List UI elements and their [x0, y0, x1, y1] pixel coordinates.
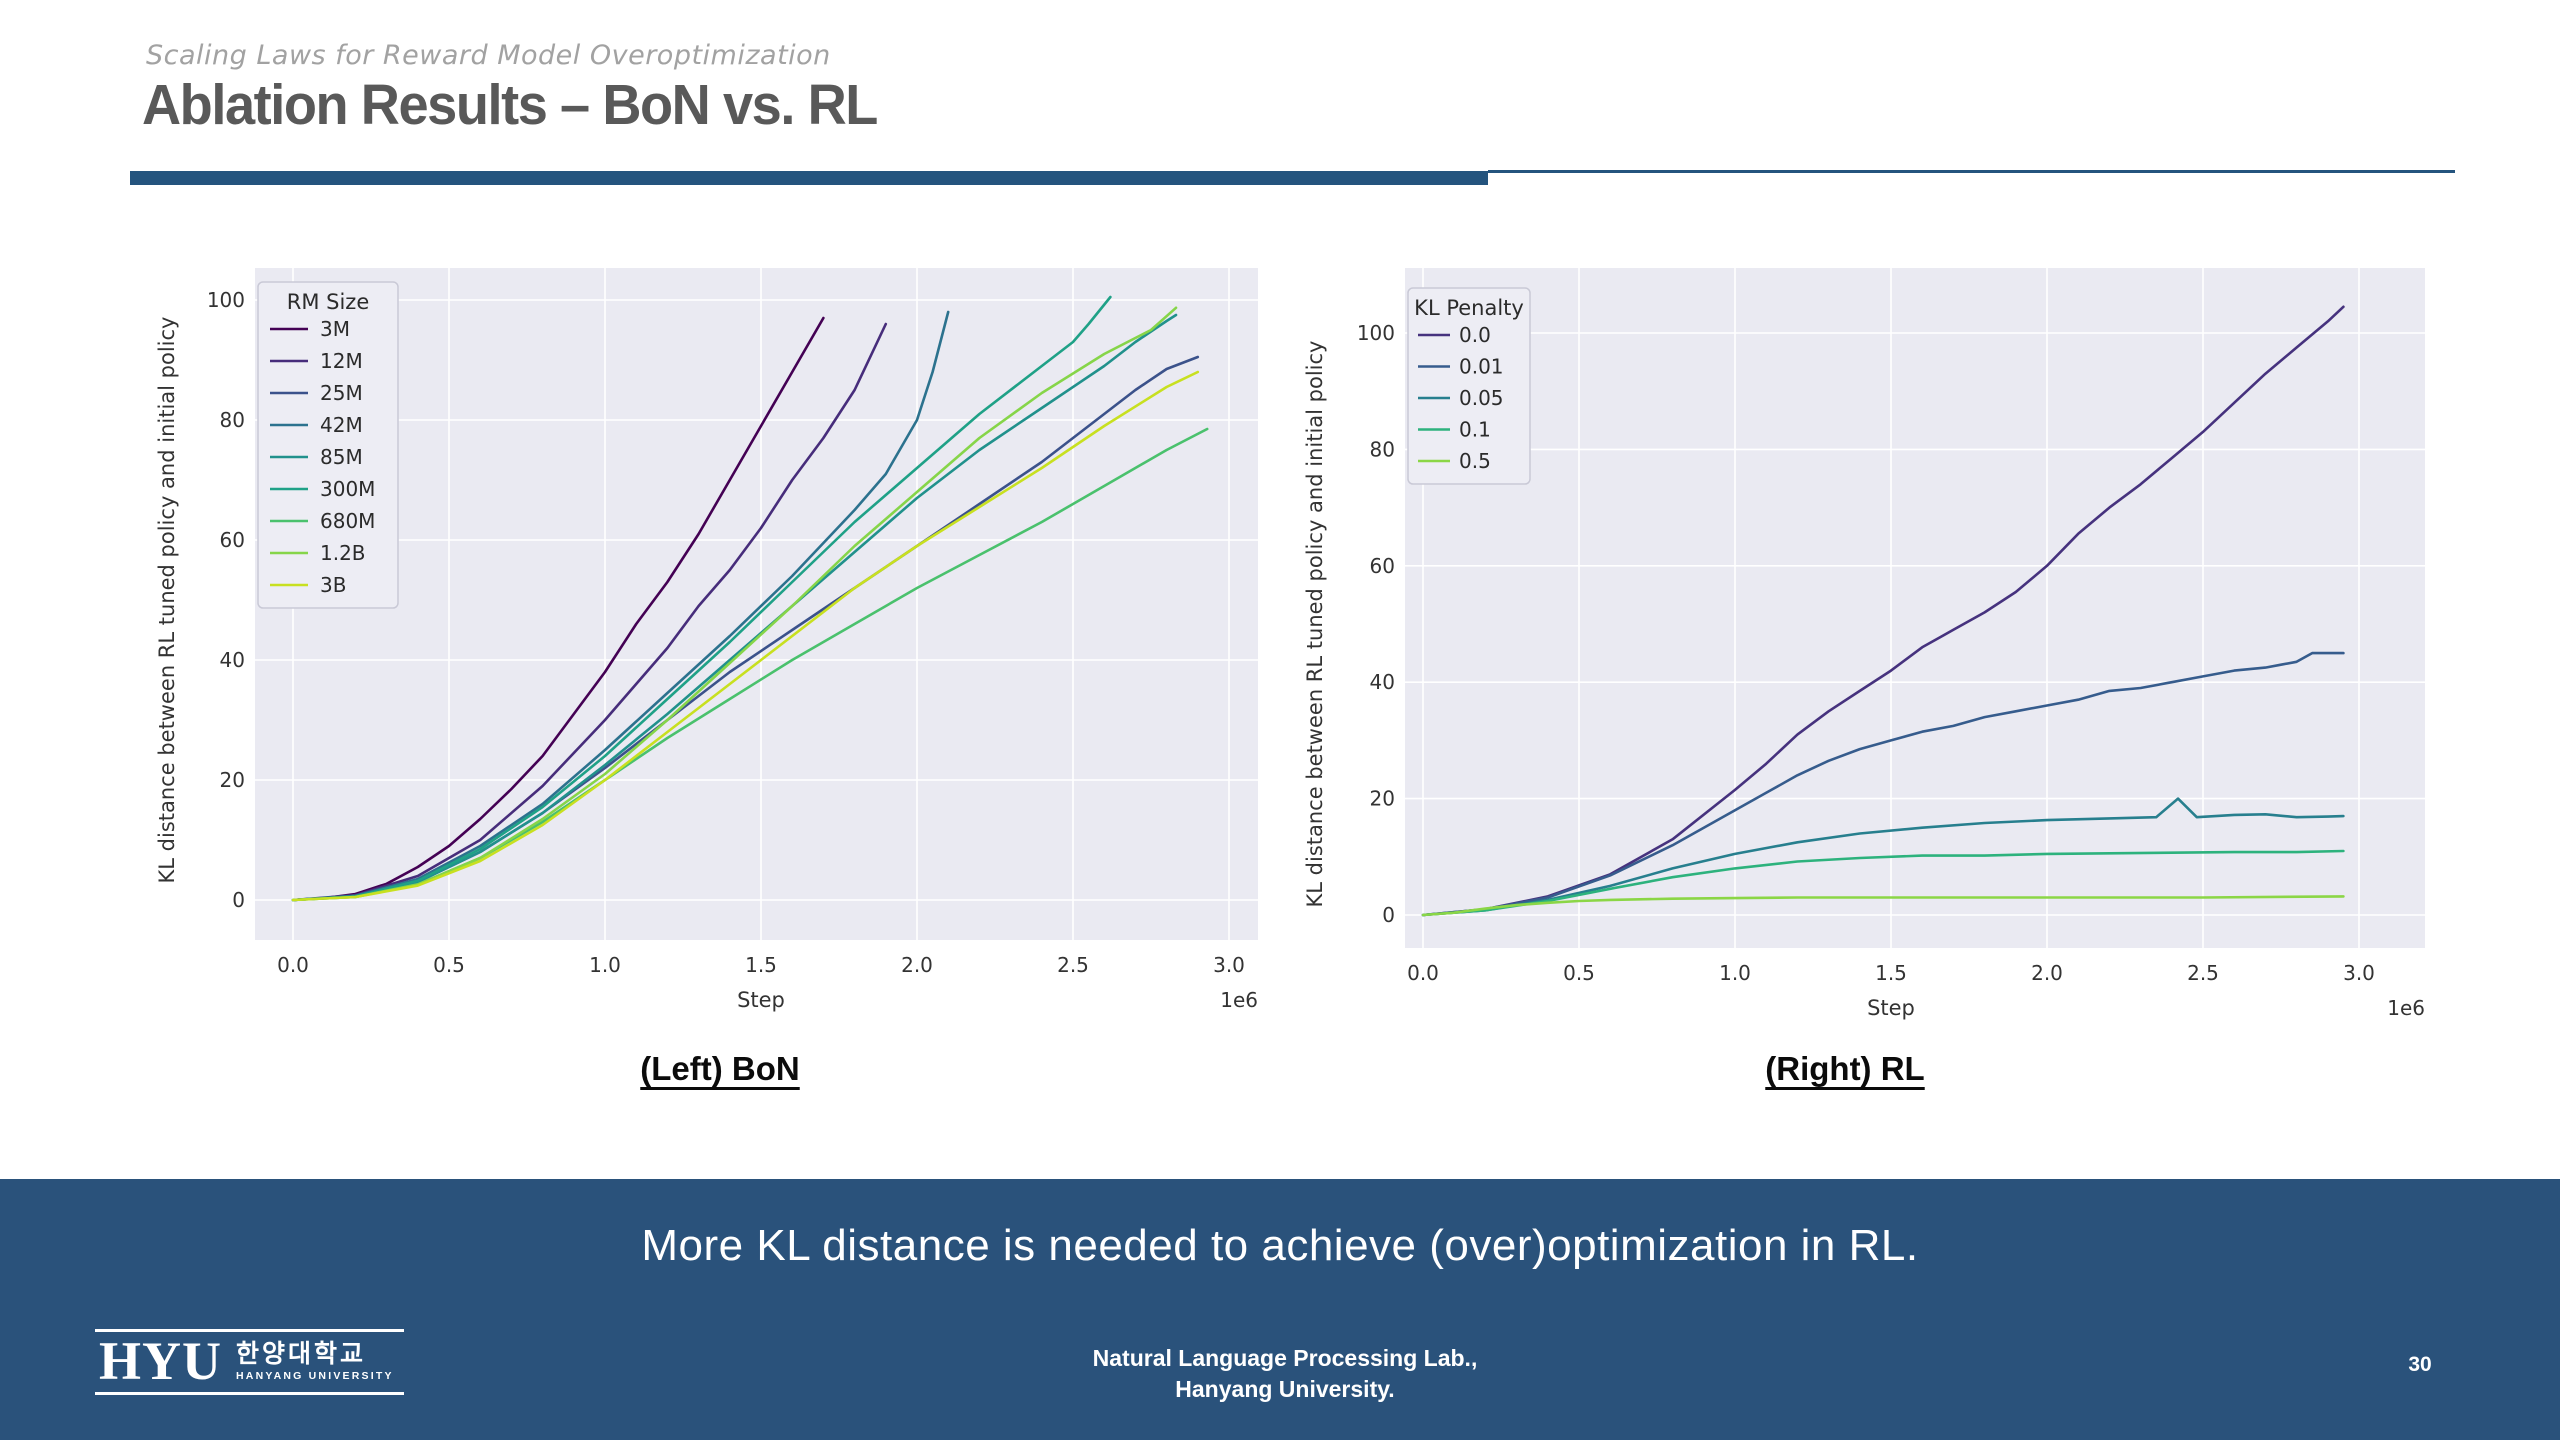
y-tick-label: 40: [1370, 670, 1395, 694]
y-tick-label: 100: [207, 288, 245, 312]
x-tick-label: 0.0: [277, 953, 309, 977]
slide-title: Ablation Results – BoN vs. RL: [142, 73, 878, 137]
legend-label-300M: 300M: [320, 477, 375, 501]
caption-left-bon: (Left) BoN: [640, 1050, 800, 1087]
y-axis-label: KL distance between RL tuned policy and …: [155, 317, 179, 884]
legend-label-0.0: 0.0: [1459, 323, 1491, 347]
series-line-300M: [291, 295, 1112, 902]
series-line-0.05: [1421, 797, 2345, 917]
x-axis-label: Step: [737, 988, 785, 1012]
page-number: 30: [2408, 1353, 2432, 1376]
x-axis-label: Step: [1867, 996, 1915, 1020]
takeaway-banner: More KL distance is needed to achieve (o…: [0, 1179, 2560, 1440]
legend-label-0.05: 0.05: [1459, 386, 1504, 410]
series-line-3B: [291, 370, 1200, 902]
legend-label-85M: 85M: [320, 445, 363, 469]
series-line-12M: [291, 322, 888, 902]
plot-area: [1405, 268, 2425, 948]
y-axis-label: KL distance between RL tuned policy and …: [1303, 341, 1327, 908]
series-line-0.0: [1421, 305, 2345, 917]
legend-title: RM Size: [287, 290, 370, 314]
legend-label-42M: 42M: [320, 413, 363, 437]
x-tick-label: 2.5: [2187, 961, 2219, 985]
logo-english-name: HANYANG UNIVERSITY: [236, 1369, 394, 1382]
legend-title: KL Penalty: [1414, 296, 1524, 320]
x-tick-label: 3.0: [1213, 953, 1245, 977]
y-tick-label: 0: [232, 888, 245, 912]
x-tick-label: 2.5: [1057, 953, 1089, 977]
y-tick-label: 40: [220, 648, 245, 672]
series-line-1.2B: [291, 306, 1178, 902]
x-tick-label: 1.0: [1719, 961, 1751, 985]
hyu-logo: HYU 한양대학교 HANYANG UNIVERSITY: [95, 1329, 404, 1395]
x-tick-label: 0.5: [1563, 961, 1595, 985]
logo-acronym: HYU: [99, 1331, 222, 1391]
affiliation-line2: Hanyang University.: [1175, 1376, 1395, 1402]
x-tick-label: 2.0: [901, 953, 933, 977]
affiliation-line1: Natural Language Processing Lab.,: [1092, 1345, 1478, 1371]
x-axis-offset-label: 1e6: [2387, 996, 2425, 1020]
legend-label-0.5: 0.5: [1459, 449, 1491, 473]
legend-label-3B: 3B: [320, 573, 346, 597]
rl-kl-chart: 0.0 0.5 1.0 1.5 2.0 2.5 3.0 0 20 40 60 80 100 Step 1e6…: [1303, 268, 2425, 1020]
logo-korean-name: 한양대학교: [236, 1339, 367, 1368]
takeaway-message: More KL distance is needed to achieve (o…: [641, 1221, 1919, 1270]
x-tick-label: 1.5: [745, 953, 777, 977]
y-tick-label: 20: [1370, 787, 1395, 811]
y-tick-label: 60: [1370, 554, 1395, 578]
legend-label-0.01: 0.01: [1459, 355, 1504, 379]
series-line-0.5: [1421, 895, 2345, 917]
x-tick-label: 3.0: [2343, 961, 2375, 985]
legend-label-3M: 3M: [320, 317, 350, 341]
y-tick-label: 60: [220, 528, 245, 552]
legend-label-25M: 25M: [320, 381, 363, 405]
kicker-text: Scaling Laws for Reward Model Overoptimi…: [146, 40, 831, 71]
x-axis-offset-label: 1e6: [1220, 988, 1258, 1012]
x-tick-label: 2.0: [2031, 961, 2063, 985]
legend-box: [257, 281, 399, 609]
legend-label-12M: 12M: [320, 349, 363, 373]
legend-label-0.1: 0.1: [1459, 418, 1491, 442]
series-line-0.1: [1421, 849, 2345, 917]
series-line-42M: [291, 310, 950, 902]
x-tick-label: 0.5: [433, 953, 465, 977]
legend-label-1.2B: 1.2B: [320, 541, 366, 565]
y-tick-label: 20: [220, 768, 245, 792]
legend-box: [1407, 287, 1531, 485]
x-tick-label: 0.0: [1407, 961, 1439, 985]
bon-kl-chart: 0.0 0.5 1.0 1.5 2.0 2.5 3.0 0 20 40 60 80 100 Step 1e6…: [155, 268, 1258, 1012]
title-accent-bar: [130, 171, 1488, 185]
affiliation-text: Natural Language Processing Lab., Hanyan…: [1035, 1343, 1535, 1405]
x-tick-label: 1.0: [589, 953, 621, 977]
title-accent-line: [1488, 170, 2455, 173]
series-line-0.01: [1421, 651, 2345, 917]
legend-label-680M: 680M: [320, 509, 375, 533]
logo-names: 한양대학교 HANYANG UNIVERSITY: [236, 1339, 394, 1382]
caption-right-rl: (Right) RL: [1765, 1050, 1925, 1087]
y-tick-label: 80: [220, 408, 245, 432]
x-tick-label: 1.5: [1875, 961, 1907, 985]
y-tick-label: 80: [1370, 437, 1395, 461]
y-tick-label: 0: [1382, 903, 1395, 927]
y-tick-label: 100: [1357, 321, 1395, 345]
plot-area: [255, 268, 1258, 940]
series-line-3M: [291, 316, 825, 902]
